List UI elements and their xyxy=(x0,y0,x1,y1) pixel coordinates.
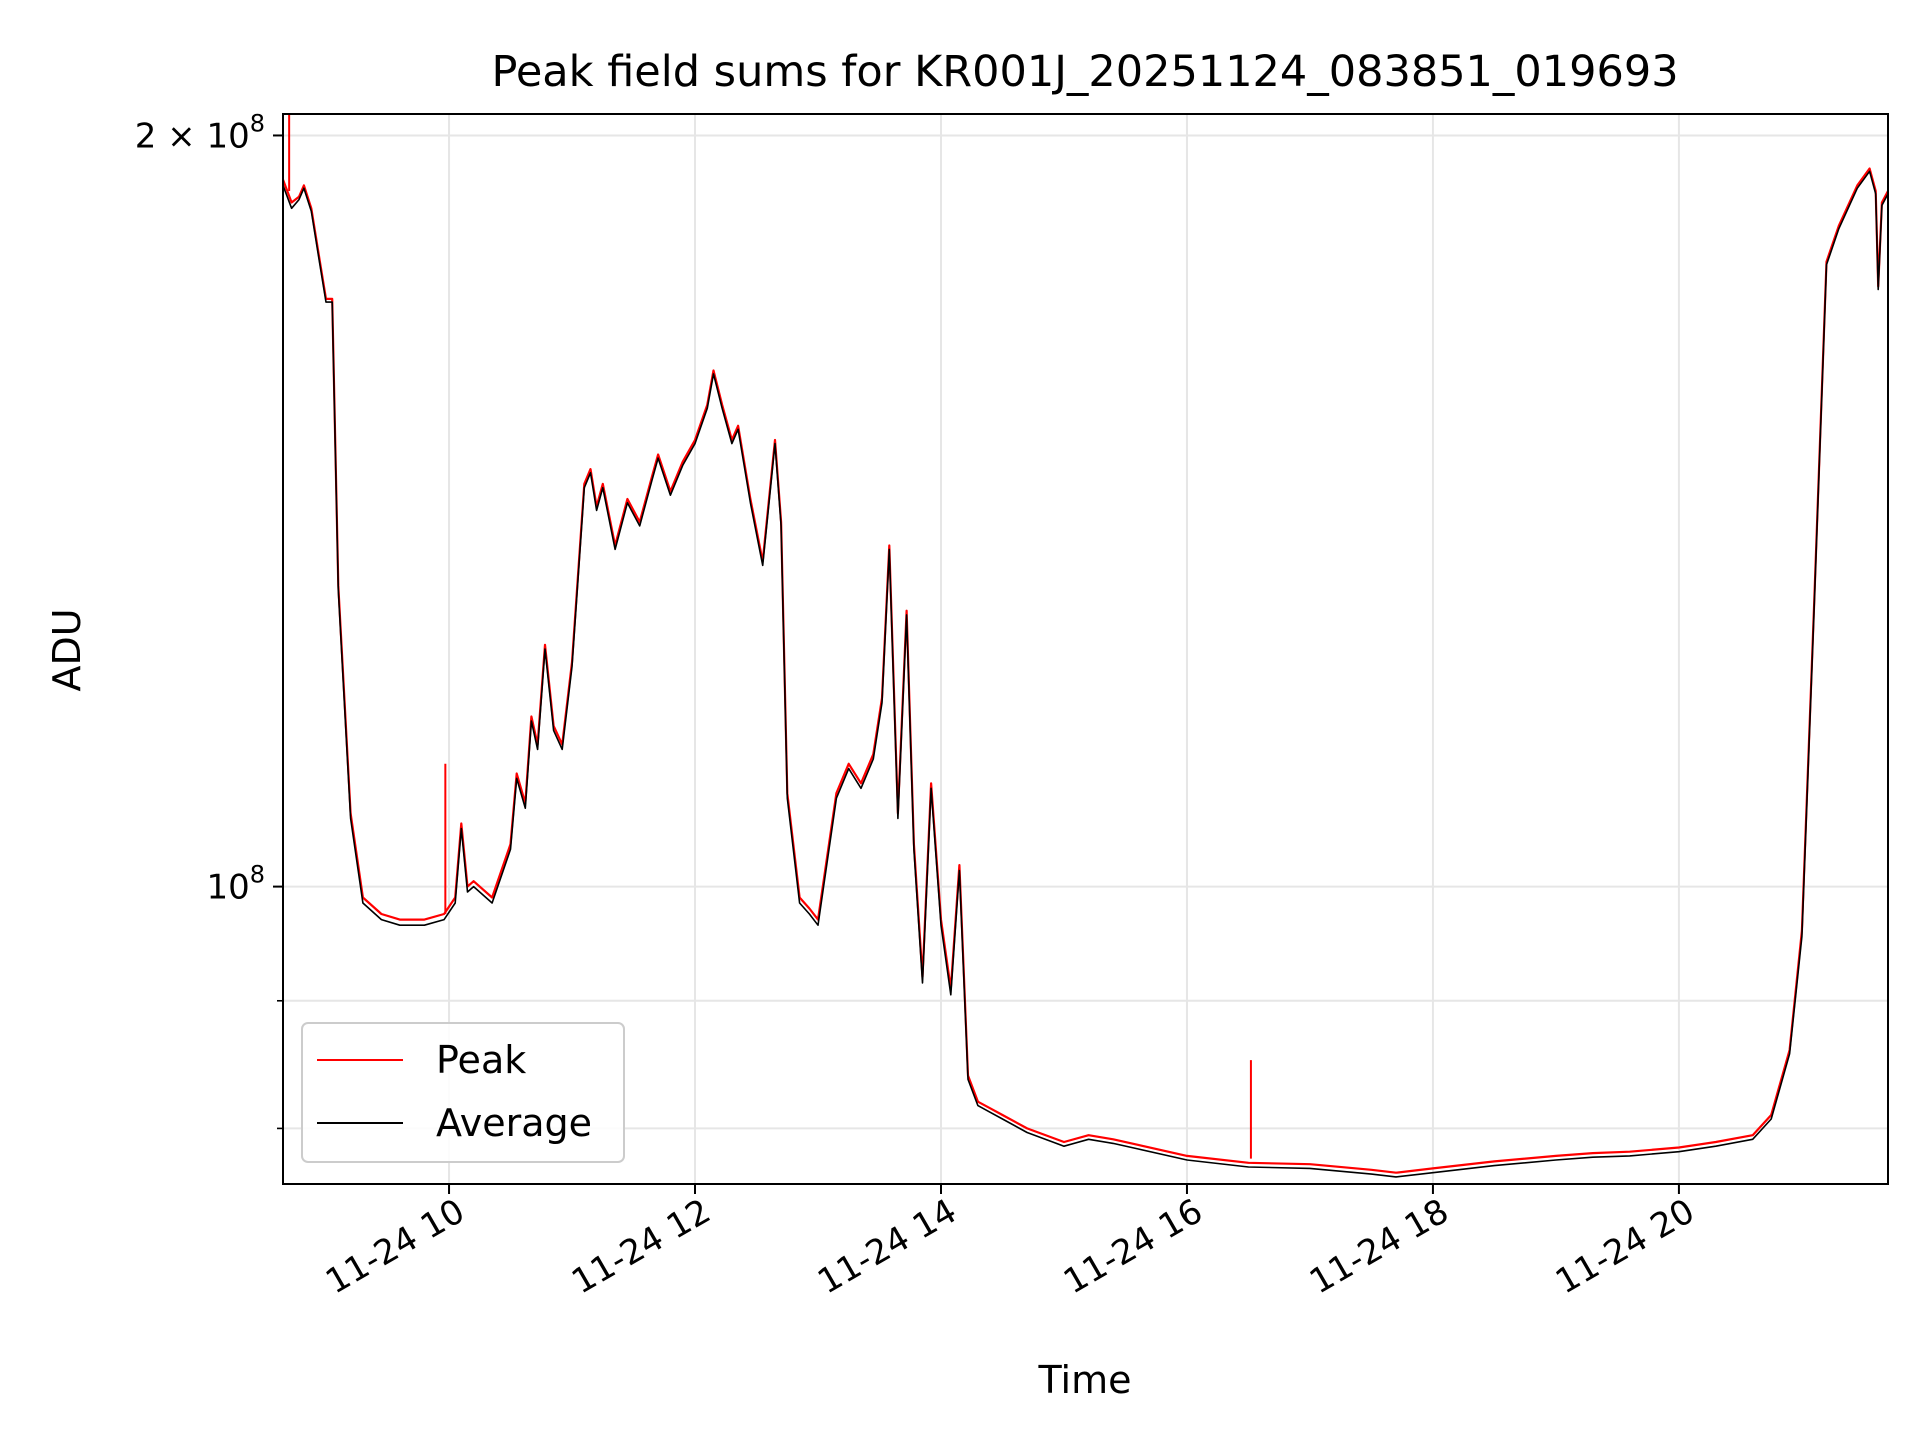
legend-label-peak: Peak xyxy=(436,1038,526,1082)
series-line-average xyxy=(283,170,1888,1178)
y-tick-label: 2 × 108 xyxy=(135,109,265,156)
y-axis-label: ADU xyxy=(45,608,89,691)
y-tick-base: 10 xyxy=(206,116,249,156)
series-layer xyxy=(283,114,1888,1178)
y-tick-label: 108 xyxy=(206,861,265,908)
y-tick-base: 10 xyxy=(206,868,249,908)
legend: Peak Average xyxy=(301,1022,625,1163)
y-tick-mantissa: 2 xyxy=(135,116,157,156)
y-tick-times: × xyxy=(156,116,206,156)
plot-frame xyxy=(282,113,1889,1185)
y-tick-exponent: 8 xyxy=(250,861,265,889)
legend-box xyxy=(301,1022,625,1163)
y-tick-exponent: 8 xyxy=(250,109,265,137)
legend-label-average: Average xyxy=(436,1101,592,1145)
x-axis-label: Time xyxy=(1038,1358,1132,1402)
chart-title: Peak field sums for KR001J_20251124_0838… xyxy=(491,47,1678,97)
